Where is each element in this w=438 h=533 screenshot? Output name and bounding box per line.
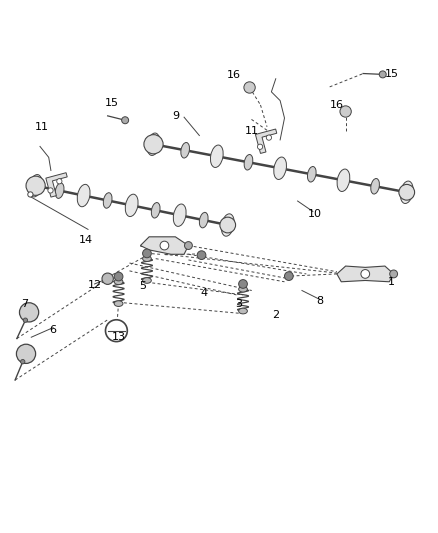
- Circle shape: [266, 135, 272, 140]
- Ellipse shape: [274, 157, 286, 180]
- Circle shape: [184, 241, 192, 249]
- Text: 5: 5: [139, 281, 146, 291]
- Circle shape: [160, 241, 169, 250]
- Text: 15: 15: [385, 69, 399, 79]
- Text: 9: 9: [172, 111, 179, 121]
- Circle shape: [197, 251, 206, 260]
- Ellipse shape: [199, 212, 208, 228]
- Polygon shape: [255, 129, 277, 154]
- Text: 6: 6: [49, 325, 57, 335]
- Text: 2: 2: [272, 310, 279, 319]
- Circle shape: [57, 179, 62, 184]
- Text: 16: 16: [330, 100, 344, 110]
- Ellipse shape: [103, 193, 112, 208]
- Ellipse shape: [337, 169, 350, 191]
- Circle shape: [379, 71, 386, 78]
- Circle shape: [19, 303, 39, 322]
- Text: 3: 3: [235, 298, 242, 309]
- Ellipse shape: [244, 155, 253, 170]
- Text: 15: 15: [105, 98, 119, 108]
- Text: 11: 11: [245, 126, 259, 136]
- Circle shape: [122, 117, 129, 124]
- Text: 10: 10: [308, 209, 322, 219]
- Circle shape: [220, 217, 236, 233]
- Text: 12: 12: [88, 280, 102, 290]
- Text: 11: 11: [35, 122, 49, 132]
- Circle shape: [114, 272, 123, 281]
- Text: 14: 14: [79, 235, 93, 245]
- Circle shape: [16, 344, 35, 364]
- Text: 8: 8: [316, 296, 323, 306]
- Ellipse shape: [239, 308, 247, 314]
- Polygon shape: [141, 237, 188, 254]
- Circle shape: [21, 359, 25, 364]
- Ellipse shape: [307, 166, 316, 182]
- Text: 7: 7: [21, 298, 28, 309]
- Ellipse shape: [77, 184, 90, 207]
- Circle shape: [144, 135, 163, 154]
- Ellipse shape: [221, 214, 234, 236]
- Ellipse shape: [371, 179, 379, 194]
- Ellipse shape: [147, 133, 160, 156]
- Ellipse shape: [181, 142, 190, 158]
- Ellipse shape: [114, 279, 123, 285]
- Text: 16: 16: [227, 70, 241, 80]
- Ellipse shape: [400, 181, 413, 204]
- Circle shape: [258, 144, 263, 149]
- Text: 4: 4: [200, 288, 207, 298]
- Text: 1: 1: [388, 277, 395, 287]
- Circle shape: [23, 318, 28, 322]
- Ellipse shape: [152, 203, 160, 218]
- Circle shape: [361, 270, 370, 278]
- Circle shape: [26, 176, 45, 195]
- Circle shape: [285, 272, 293, 280]
- Ellipse shape: [143, 256, 151, 262]
- Ellipse shape: [143, 278, 151, 284]
- Circle shape: [340, 106, 351, 117]
- Ellipse shape: [55, 183, 64, 198]
- Ellipse shape: [114, 301, 123, 306]
- Circle shape: [106, 320, 127, 342]
- Ellipse shape: [239, 286, 247, 292]
- Ellipse shape: [210, 145, 223, 167]
- Circle shape: [399, 184, 415, 200]
- Circle shape: [48, 188, 53, 193]
- Polygon shape: [337, 266, 394, 282]
- Circle shape: [244, 82, 255, 93]
- Circle shape: [390, 270, 398, 278]
- Ellipse shape: [125, 194, 138, 216]
- Circle shape: [143, 249, 151, 258]
- Circle shape: [102, 273, 113, 285]
- Ellipse shape: [173, 204, 186, 227]
- Ellipse shape: [29, 174, 42, 197]
- Polygon shape: [46, 173, 67, 197]
- Circle shape: [28, 192, 33, 197]
- Text: 13: 13: [112, 332, 126, 342]
- Circle shape: [239, 280, 247, 288]
